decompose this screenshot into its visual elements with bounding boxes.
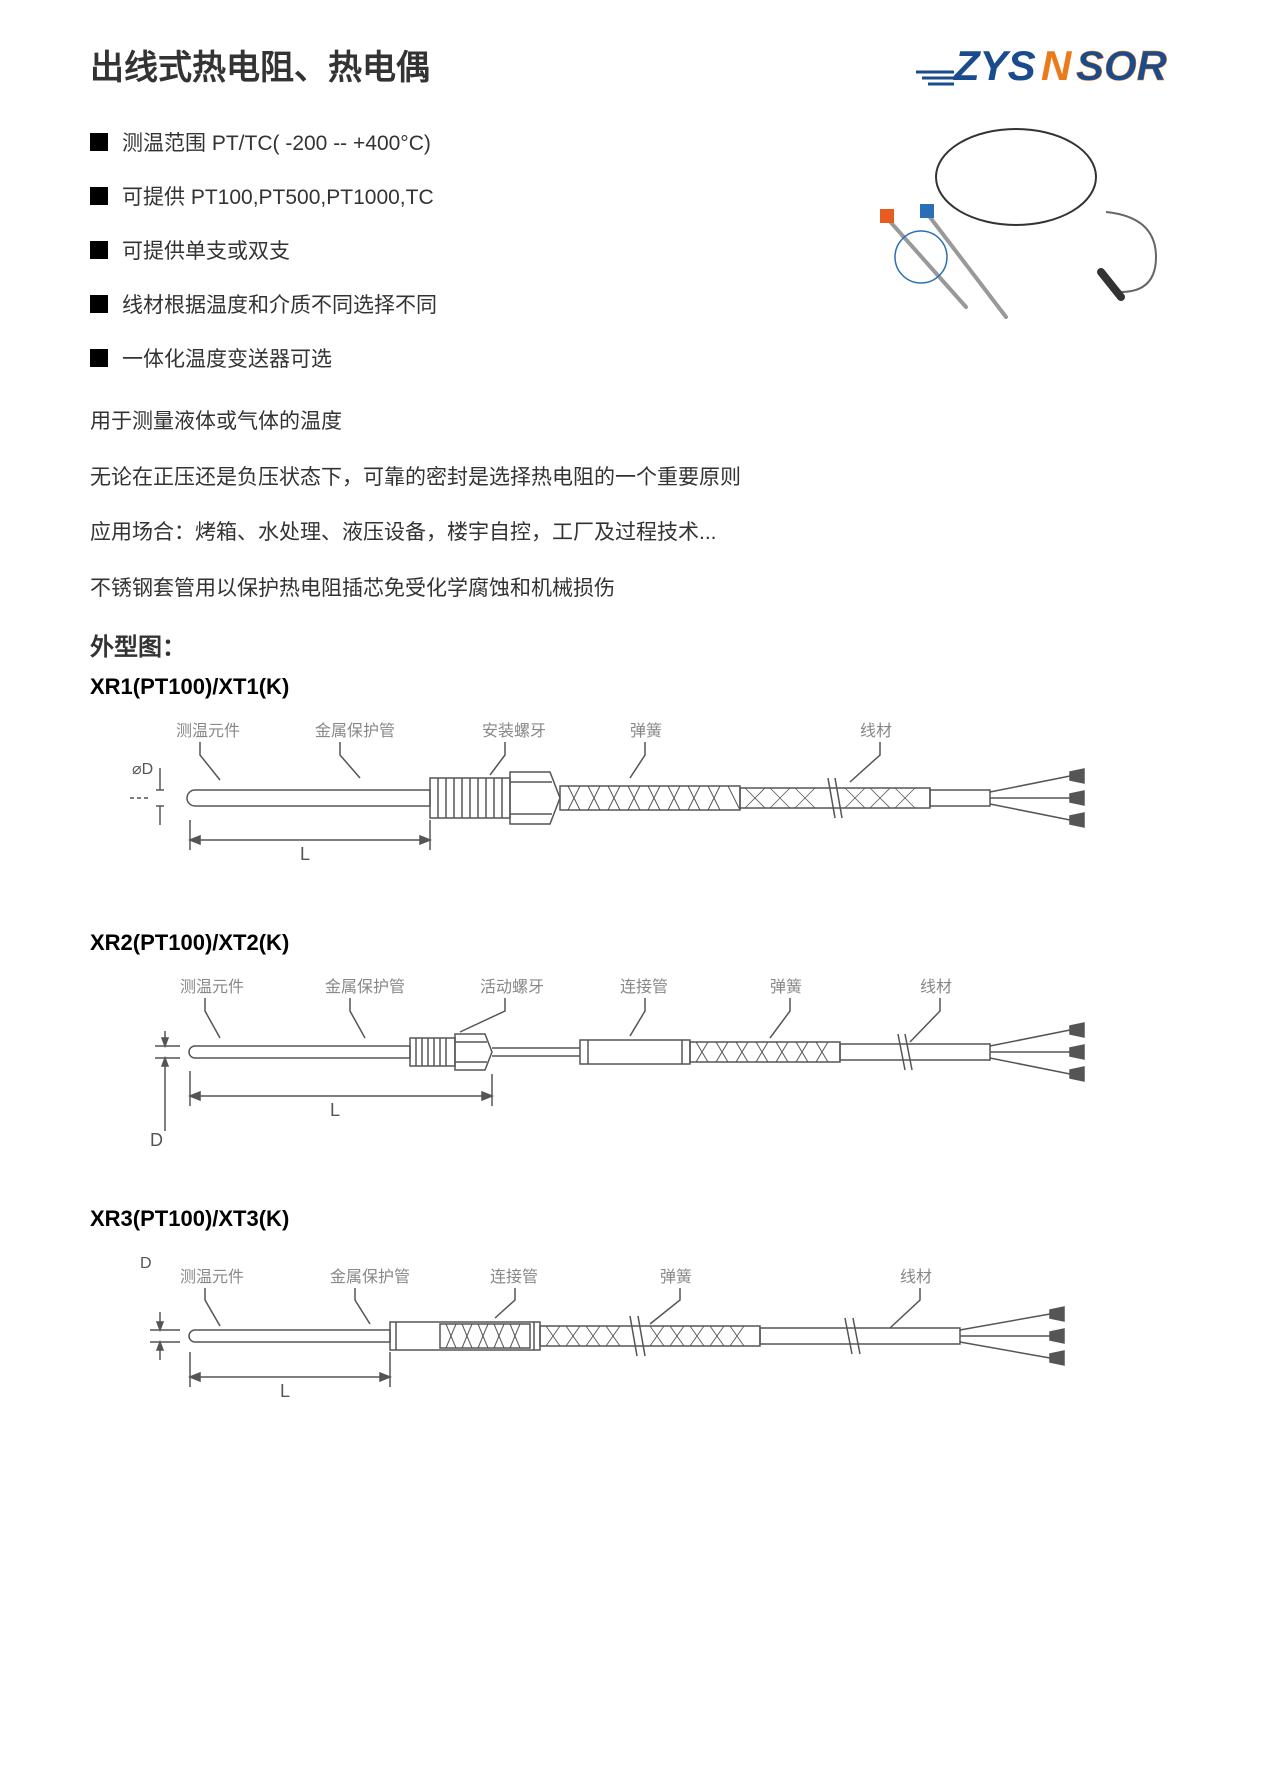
diagram-block: XR2(PT100)/XT2(K) 测温元件 金属保护管 活动螺牙 连接管 弹簧… — [90, 930, 1176, 1166]
feature-text: 线材根据温度和介质不同选择不同 — [122, 289, 437, 319]
model-label: XR3(PT100)/XT3(K) — [90, 1206, 1176, 1232]
svg-text:ZYS: ZYS — [953, 42, 1036, 89]
feature-item: 线材根据温度和介质不同选择不同 — [90, 289, 836, 319]
technical-diagram: 测温元件 金属保护管 安装螺牙 弹簧 线材 ⌀D — [90, 720, 1150, 890]
diagram-block: XR1(PT100)/XT1(K) 测温元件 金属保护管 安装螺牙 弹簧 线材 … — [90, 674, 1176, 890]
page-title: 出线式热电阻、热电偶 — [90, 40, 430, 89]
svg-text:D: D — [150, 1130, 163, 1150]
feature-item: 可提供单支或双支 — [90, 235, 836, 265]
svg-text:L: L — [300, 844, 310, 864]
description-para: 用于测量液体或气体的温度 — [90, 405, 1176, 439]
section-heading: 外型图： — [90, 627, 1176, 662]
technical-diagram: 测温元件 金属保护管 连接管 弹簧 线材 D — [90, 1252, 1150, 1422]
feature-list: 测温范围 PT/TC( -200 -- +400°C) 可提供 PT100,PT… — [90, 117, 836, 397]
description-para: 不锈钢套管用以保护热电阻插芯免受化学腐蚀和机械损伤 — [90, 572, 1176, 606]
svg-text:L: L — [280, 1381, 290, 1401]
svg-text:L: L — [330, 1100, 340, 1120]
product-image — [856, 117, 1176, 337]
svg-text:金属保护管: 金属保护管 — [325, 978, 405, 996]
feature-text: 可提供 PT100,PT500,PT1000,TC — [122, 181, 434, 211]
svg-text:D: D — [140, 1255, 152, 1272]
feature-text: 测温范围 PT/TC( -200 -- +400°C) — [122, 127, 431, 157]
svg-text:测温元件: 测温元件 — [176, 722, 240, 740]
feature-item: 一体化温度变送器可选 — [90, 343, 836, 373]
svg-text:线材: 线材 — [860, 722, 892, 740]
svg-text:连接管: 连接管 — [620, 978, 668, 996]
svg-text:弹簧: 弹簧 — [660, 1267, 692, 1286]
square-bullet-icon — [90, 349, 108, 367]
feature-text: 一体化温度变送器可选 — [122, 343, 332, 373]
feature-item: 可提供 PT100,PT500,PT1000,TC — [90, 181, 836, 211]
technical-diagram: 测温元件 金属保护管 活动螺牙 连接管 弹簧 线材 — [90, 976, 1150, 1166]
svg-text:弹簧: 弹簧 — [630, 721, 662, 740]
svg-text:测温元件: 测温元件 — [180, 1268, 244, 1286]
svg-text:金属保护管: 金属保护管 — [315, 722, 395, 740]
svg-text:金属保护管: 金属保护管 — [330, 1268, 410, 1286]
square-bullet-icon — [90, 241, 108, 259]
feature-text: 可提供单支或双支 — [122, 235, 290, 265]
square-bullet-icon — [90, 133, 108, 151]
brand-logo: ZYS N SOR — [916, 36, 1176, 99]
svg-text:⌀D: ⌀D — [132, 761, 153, 778]
feature-item: 测温范围 PT/TC( -200 -- +400°C) — [90, 127, 836, 157]
svg-text:弹簧: 弹簧 — [770, 977, 802, 996]
svg-text:N: N — [1041, 42, 1073, 89]
svg-text:连接管: 连接管 — [490, 1268, 538, 1286]
svg-text:安装螺牙: 安装螺牙 — [482, 722, 546, 740]
description-para: 应用场合：烤箱、水处理、液压设备，楼宇自控，工厂及过程技术... — [90, 516, 1176, 550]
svg-text:线材: 线材 — [920, 978, 952, 996]
model-label: XR1(PT100)/XT1(K) — [90, 674, 1176, 700]
description-para: 无论在正压还是负压状态下，可靠的密封是选择热电阻的一个重要原则 — [90, 461, 1176, 495]
square-bullet-icon — [90, 295, 108, 313]
svg-text:线材: 线材 — [900, 1268, 932, 1286]
diagram-block: XR3(PT100)/XT3(K) 测温元件 金属保护管 连接管 弹簧 线材 D — [90, 1206, 1176, 1422]
model-label: XR2(PT100)/XT2(K) — [90, 930, 1176, 956]
svg-text:测温元件: 测温元件 — [180, 978, 244, 996]
square-bullet-icon — [90, 187, 108, 205]
svg-text:活动螺牙: 活动螺牙 — [480, 978, 544, 996]
svg-text:SOR: SOR — [1076, 42, 1168, 89]
